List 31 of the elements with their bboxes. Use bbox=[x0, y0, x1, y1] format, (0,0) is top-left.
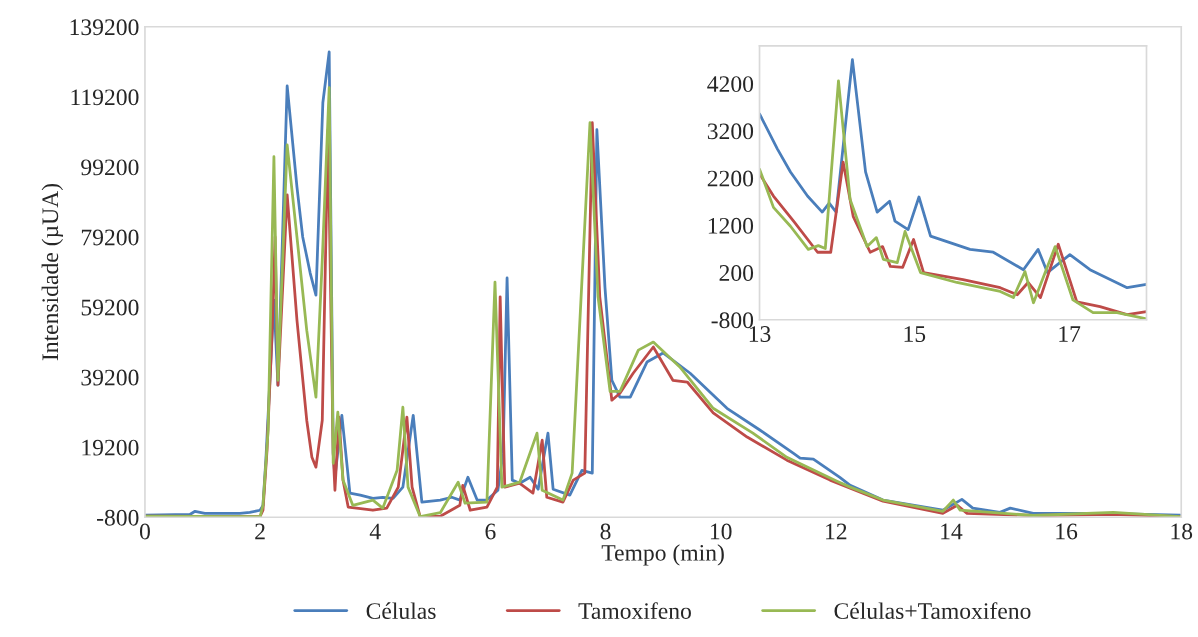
x-tick-label: 12 bbox=[826, 523, 847, 540]
y-tick-label: 4200 bbox=[707, 76, 754, 93]
x-tick-label: 2 bbox=[255, 523, 265, 540]
x-tick-label: 10 bbox=[710, 523, 732, 540]
y-tick-label: 3200 bbox=[707, 123, 754, 140]
x-tick-label: 6 bbox=[485, 523, 496, 540]
y-tick-label: 2200 bbox=[707, 170, 754, 187]
y-tick-label: 1200 bbox=[708, 217, 754, 234]
x-tick-label: 0 bbox=[139, 523, 150, 540]
legend-label: Células bbox=[366, 602, 436, 620]
x-tick-label: 8 bbox=[600, 523, 611, 540]
y-tick-label: 139200 bbox=[70, 19, 139, 36]
x-tick-label: 17 bbox=[1059, 326, 1081, 342]
legend-label: Tamoxifeno bbox=[578, 602, 691, 620]
x-tick-label: 14 bbox=[941, 523, 963, 540]
x-axis-title: Tempo (min) bbox=[601, 544, 724, 566]
y-tick-label: 79200 bbox=[81, 229, 139, 246]
y-tick-label: 39200 bbox=[81, 369, 139, 386]
y-tick-label: 59200 bbox=[81, 299, 139, 316]
x-tick-label: 16 bbox=[1056, 523, 1078, 540]
y-tick-label: 19200 bbox=[82, 439, 139, 456]
legend-label: Células+Tamoxifeno bbox=[834, 602, 1031, 620]
y-tick-label: 200 bbox=[719, 265, 754, 281]
y-tick-label: 119200 bbox=[71, 89, 139, 106]
x-tick-label: 18 bbox=[1171, 523, 1193, 540]
x-tick-label: 15 bbox=[904, 326, 926, 342]
x-tick-label: 4 bbox=[369, 523, 381, 540]
y-axis-title: Intensidade (µUA) bbox=[41, 183, 64, 361]
line-series bbox=[759, 58, 1147, 290]
y-tick-label: 99200 bbox=[81, 159, 139, 176]
y-tick-label: -800 bbox=[97, 509, 139, 526]
